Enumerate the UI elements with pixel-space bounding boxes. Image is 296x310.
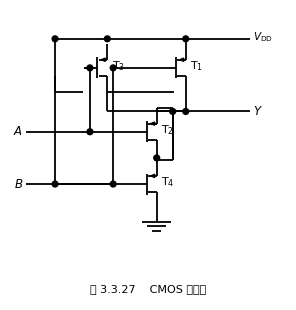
Text: $\mathrm{T_3}$: $\mathrm{T_3}$ <box>112 60 125 73</box>
Text: $V_{\rm DD}$: $V_{\rm DD}$ <box>252 30 272 44</box>
Text: $\mathrm{T_4}$: $\mathrm{T_4}$ <box>161 176 175 189</box>
Text: $Y$: $Y$ <box>252 105 263 118</box>
Circle shape <box>52 36 58 42</box>
Circle shape <box>110 65 116 71</box>
Polygon shape <box>180 58 184 61</box>
Text: 图 3.3.27    CMOS 与非门: 图 3.3.27 CMOS 与非门 <box>90 284 206 294</box>
Circle shape <box>87 129 93 135</box>
Polygon shape <box>151 174 155 178</box>
Polygon shape <box>101 58 105 61</box>
Circle shape <box>87 65 93 71</box>
Circle shape <box>110 181 116 187</box>
Circle shape <box>183 108 189 114</box>
Circle shape <box>154 155 160 161</box>
Text: $B$: $B$ <box>14 178 23 191</box>
Circle shape <box>52 181 58 187</box>
Circle shape <box>170 108 176 114</box>
Polygon shape <box>151 122 155 125</box>
Text: $A$: $A$ <box>13 125 23 138</box>
Circle shape <box>183 36 189 42</box>
Text: $\mathrm{T_2}$: $\mathrm{T_2}$ <box>161 123 174 137</box>
Circle shape <box>104 36 110 42</box>
Text: $\mathrm{T_1}$: $\mathrm{T_1}$ <box>190 60 203 73</box>
